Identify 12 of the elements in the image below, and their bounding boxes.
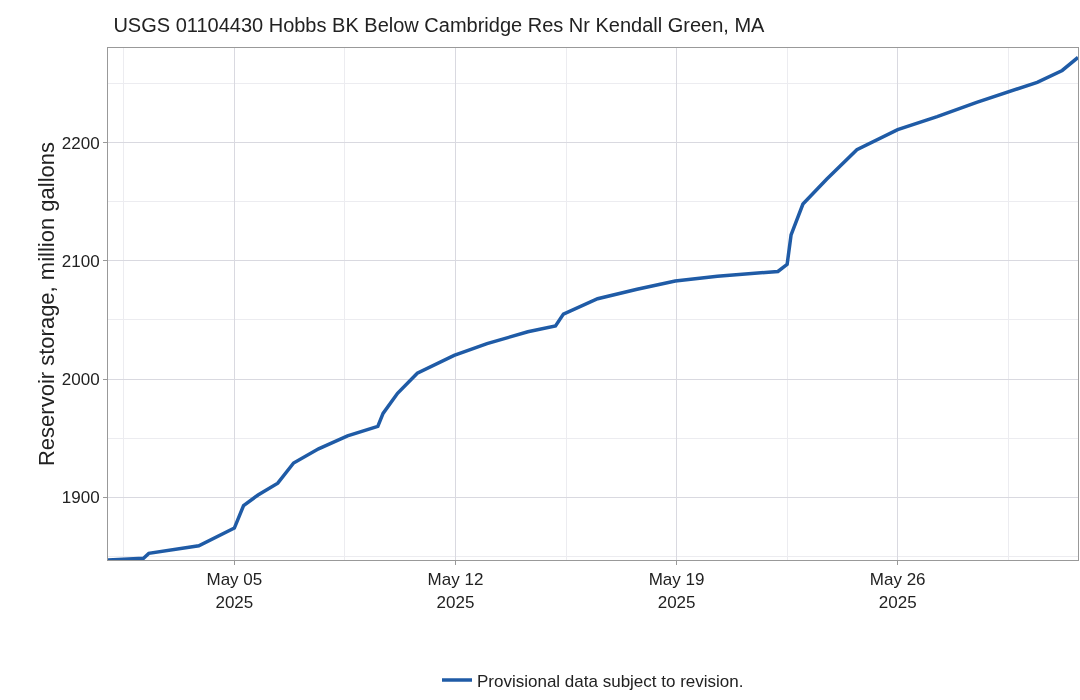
chart-title: USGS 01104430 Hobbs BK Below Cambridge Res Nr Kendall Green, MA: [113, 13, 766, 36]
legend-label: Provisional data subject to revision.: [477, 671, 744, 691]
y-tick-label: 1900: [61, 488, 100, 508]
y-axis-title: Reservoir storage, million gallons: [34, 141, 59, 467]
x-tick-label: May 12 2025: [427, 570, 484, 612]
y-tick-label: 2000: [61, 370, 100, 390]
x-tick-label: May 05 2025: [206, 570, 263, 612]
y-tick-label: 2200: [61, 133, 100, 153]
x-tick-label: May 19 2025: [648, 570, 705, 612]
x-tick-label: May 26 2025: [869, 570, 926, 612]
y-tick-label: 2100: [61, 251, 100, 271]
line-series: [108, 55, 1078, 560]
